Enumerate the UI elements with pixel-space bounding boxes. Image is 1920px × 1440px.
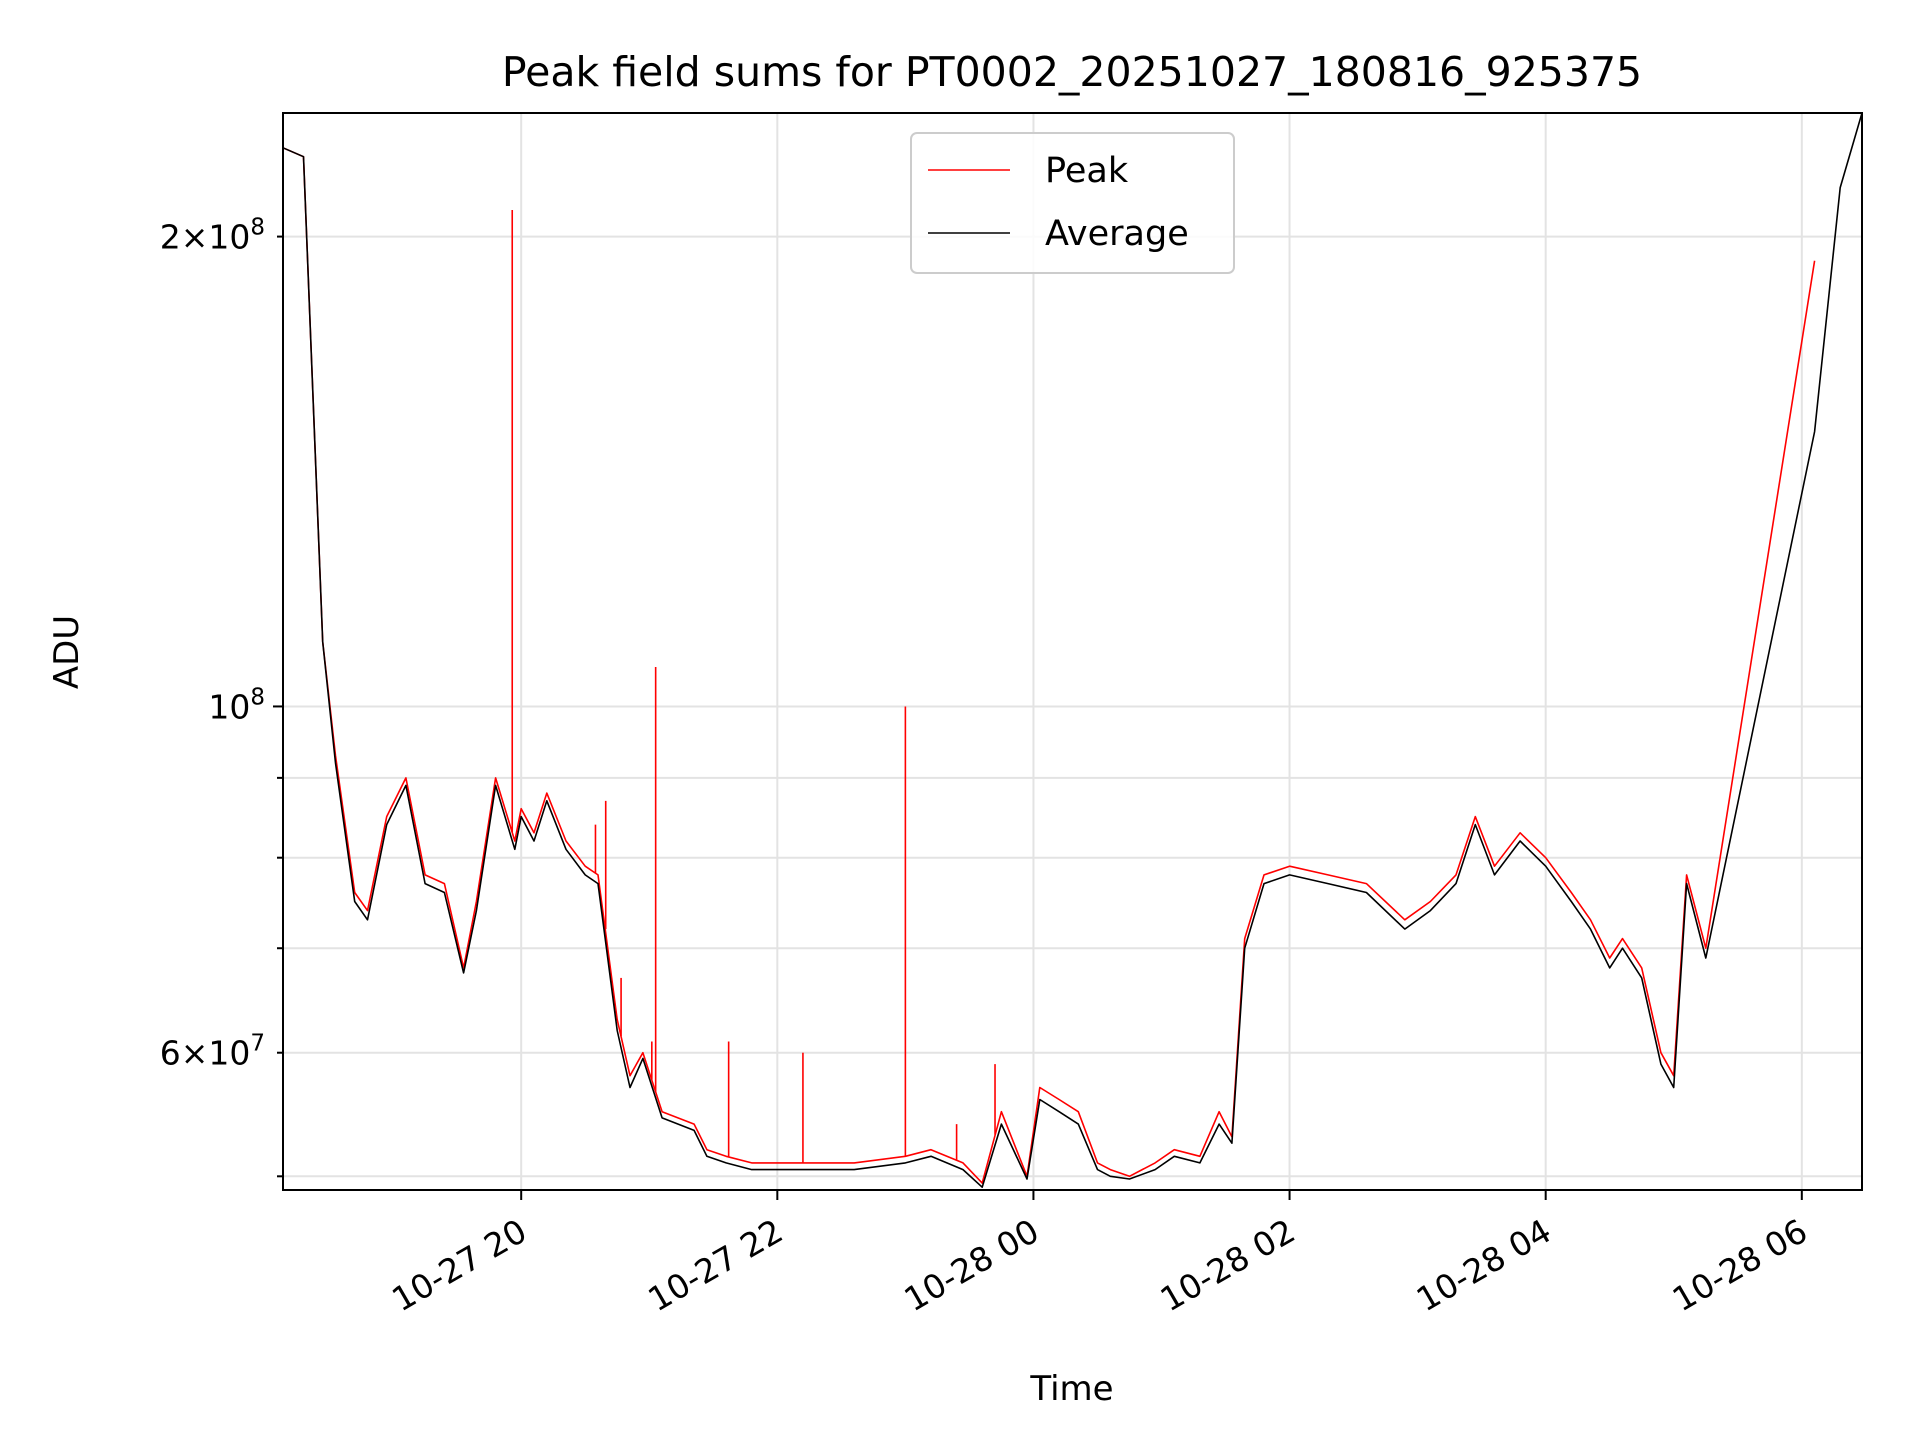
y-tick-label: 6×107 <box>160 1031 265 1073</box>
x-tick-label: 10-28 00 <box>897 1211 1045 1319</box>
chart-title: Peak field sums for PT0002_20251027_1808… <box>502 48 1642 96</box>
x-tick-label: 10-28 04 <box>1410 1211 1558 1319</box>
y-tick-label: 2×108 <box>160 215 265 257</box>
plot-area <box>283 113 1862 1188</box>
y-axis-label: ADU <box>47 615 87 689</box>
legend: Peak Average <box>910 132 1235 274</box>
x-tick-label: 10-28 02 <box>1154 1211 1302 1319</box>
legend-box <box>910 132 1235 274</box>
y-axis: 108 6×107 2×108 <box>160 215 283 1178</box>
x-axis: 10-27 20 10-27 22 10-28 00 10-28 02 10-28 04… <box>385 1190 1814 1319</box>
series-line-peak <box>283 147 1816 1184</box>
series-line-average <box>283 113 1862 1188</box>
x-tick-label: 10-27 20 <box>385 1211 533 1319</box>
plot-frame <box>282 112 1863 1191</box>
plot-clip-group <box>283 113 1862 1188</box>
x-tick-label: 10-27 22 <box>641 1211 789 1319</box>
grid-lines <box>283 113 1862 1190</box>
y-tick-label: 108 <box>208 684 265 726</box>
x-tick-label: 10-28 06 <box>1666 1211 1814 1319</box>
legend-average-label: Average <box>1045 214 1189 254</box>
x-axis-label: Time <box>1029 1369 1113 1409</box>
legend-peak-label: Peak <box>1045 151 1129 191</box>
